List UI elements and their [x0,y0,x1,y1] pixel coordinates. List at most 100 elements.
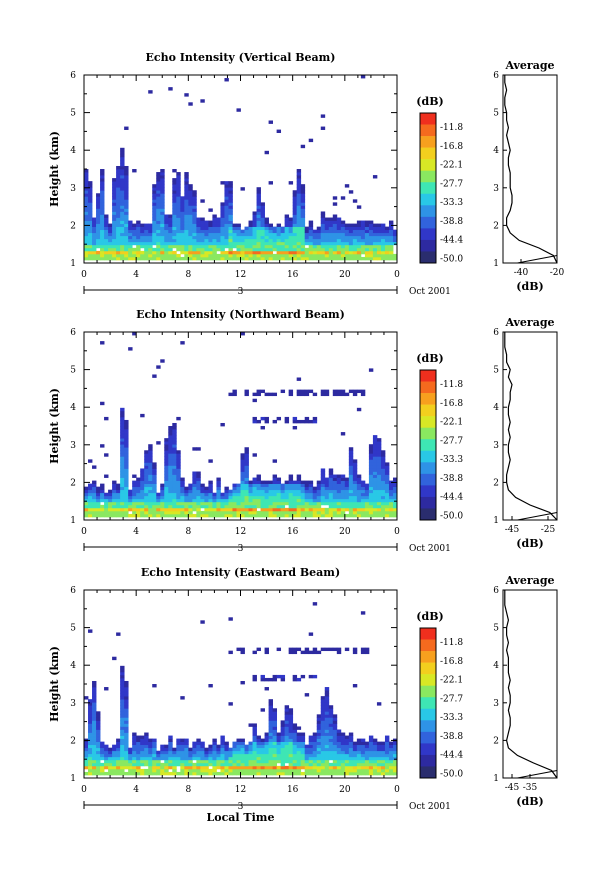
heatmap-cell [120,165,125,170]
heatmap-cell [256,768,261,773]
heatmap-cell [212,214,217,218]
average-line [504,332,558,521]
heatmap-cell [344,747,350,752]
heatmap-cell [384,489,390,494]
heatmap-cell [272,235,278,240]
heatmap-cell [256,253,261,258]
heatmap-cell [100,250,105,255]
heatmap-cell [260,229,265,234]
heatmap-cell [296,501,302,506]
heatmap-cell [340,489,346,494]
heatmap-cell [236,771,241,776]
heatmap-cell [248,747,253,752]
heatmap-cell [276,235,282,240]
heatmap-cell [180,507,185,512]
heatmap-cell [156,178,161,182]
heatmap-cell [244,456,249,460]
heatmap-cell [172,235,177,240]
heatmap-cell [292,247,298,252]
heatmap-cell [168,450,173,454]
heatmap-cell [180,223,185,227]
heatmap-cell [112,223,117,227]
heatmap-cell [372,247,378,252]
heatmap-cell [208,244,213,249]
heatmap-cell [352,392,358,397]
heatmap-cell [192,477,197,481]
x-tick-label: 0 [81,270,87,280]
heatmap-cell [84,202,89,206]
heatmap-cell [300,214,306,218]
heatmap-cell [168,462,173,466]
heatmap-cell [84,214,89,218]
heatmap-cell [356,744,362,749]
heatmap-cell [320,235,326,240]
heatmap-cell [260,211,265,215]
heatmap-cell [240,759,245,764]
heatmap-cell [376,465,382,469]
heatmap-cell [320,741,326,746]
heatmap-cell [144,474,149,478]
heatmap-cell [332,486,338,491]
heatmap-cell [380,229,386,234]
heatmap-cell [200,762,205,767]
heatmap-cell [284,217,290,221]
heatmap-cell [168,747,173,752]
heatmap-cell [188,504,193,509]
heatmap-cell [188,507,193,512]
heatmap-cell [120,202,125,206]
heatmap-cell [92,480,97,484]
average-title: Average [504,574,554,587]
heatmap-cell [140,738,145,742]
heatmap-cell [260,768,265,773]
heatmap-cell [100,504,105,509]
heatmap-cell [196,256,201,261]
heatmap-cell [220,202,225,206]
heatmap-cell [272,489,278,494]
heatmap-cell [172,208,177,212]
heatmap-cell [116,741,121,746]
heatmap-cell [180,477,185,481]
heatmap-cell [364,765,370,770]
heatmap-cell [380,453,386,457]
heatmap-cell [212,510,217,515]
heatmap-cell [292,741,298,746]
heatmap-cell [192,753,197,758]
heatmap-cell [148,486,153,491]
heatmap-cell [296,377,302,381]
heatmap-cell [104,765,109,770]
heatmap-cell [236,250,241,255]
heatmap-cell [272,711,278,715]
heatmap-cell [120,771,125,776]
heatmap-cell [376,438,382,442]
heatmap-cell [256,759,261,764]
heatmap-cell [84,232,89,237]
heatmap-cell [376,510,382,515]
heatmap-cell [228,489,233,494]
heatmap-cell [216,747,221,752]
heatmap-cell [172,759,177,764]
heatmap-cell [208,247,213,252]
heatmap-cell [328,768,334,773]
heatmap-cell [120,699,125,703]
heatmap-cell [180,513,185,518]
heatmap-cell [224,202,229,206]
heatmap-cell [340,501,346,506]
heatmap-cell [364,510,370,515]
heatmap-cell [332,726,338,730]
heatmap-cell [292,723,298,727]
heatmap-cell [336,729,342,733]
heatmap-cell [292,419,298,424]
heatmap-cell [160,756,165,761]
heatmap-cell [284,720,290,724]
heatmap-cell [236,507,241,512]
heatmap-cell [256,513,261,518]
heatmap-cell [268,702,273,706]
heatmap-cell [168,253,173,258]
heatmap-cell [176,205,181,209]
heatmap-cell [256,741,261,746]
heatmap-cell [276,504,282,509]
heatmap-cell [184,244,189,249]
colorbar-swatch [420,485,436,498]
heatmap-cell [268,747,273,752]
heatmap-cell [296,756,302,761]
